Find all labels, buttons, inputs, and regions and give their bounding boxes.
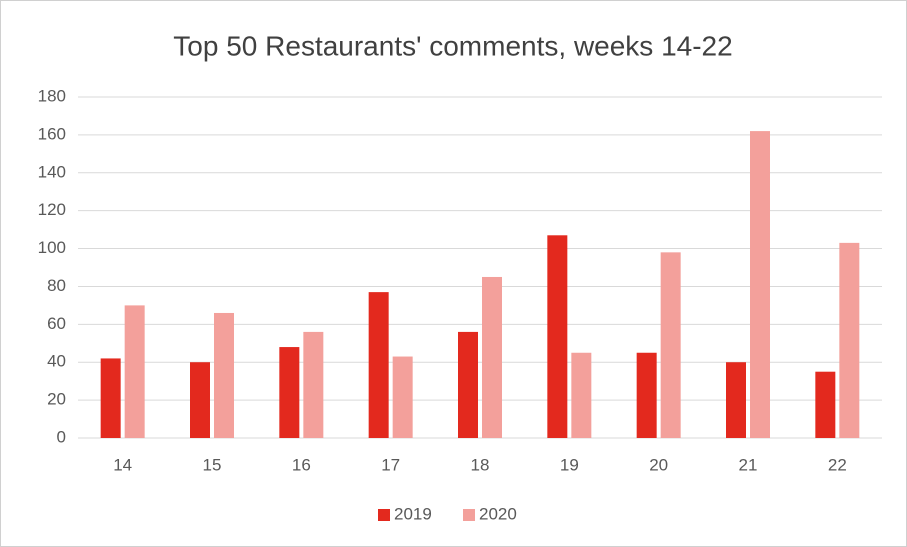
x-tick-label: 22	[828, 455, 847, 474]
legend-label: 2019	[394, 504, 432, 523]
y-tick-label: 120	[38, 200, 66, 219]
x-tick-label: 17	[381, 455, 400, 474]
bar	[100, 358, 121, 438]
bar	[458, 331, 478, 438]
y-tick-label: 80	[47, 276, 66, 295]
bar	[571, 352, 592, 438]
y-tick-label: 140	[38, 162, 66, 181]
bar	[190, 362, 210, 438]
legend-label: 2020	[479, 504, 517, 523]
y-tick-label: 60	[47, 314, 66, 333]
y-tick-label: 160	[38, 124, 66, 143]
y-tick-label: 20	[47, 390, 66, 409]
y-tick-label: 100	[38, 238, 66, 257]
y-tick-label: 40	[47, 352, 66, 371]
bar	[726, 362, 746, 438]
bar	[547, 235, 568, 438]
bar	[303, 331, 324, 438]
bar	[392, 356, 413, 438]
x-tick-label: 21	[739, 455, 758, 474]
y-tick-label: 0	[57, 427, 66, 446]
bar	[660, 252, 681, 438]
bar	[815, 371, 836, 438]
bar	[839, 242, 860, 438]
bar	[750, 131, 770, 438]
x-tick-label: 20	[649, 455, 668, 474]
x-tick-label: 19	[560, 455, 579, 474]
y-tick-label: 180	[38, 86, 66, 105]
x-tick-label: 16	[292, 455, 311, 474]
x-tick-label: 15	[203, 455, 222, 474]
legend-swatch	[378, 509, 390, 521]
x-tick-label: 14	[113, 455, 132, 474]
bar	[214, 312, 234, 438]
bar	[482, 276, 502, 438]
bar	[368, 292, 389, 438]
bar	[124, 305, 145, 438]
legend-swatch	[463, 509, 475, 521]
bar	[279, 347, 300, 438]
chart-title: Top 50 Restaurants' comments, weeks 14-2…	[173, 30, 732, 61]
bar	[636, 352, 657, 438]
x-tick-label: 18	[471, 455, 490, 474]
